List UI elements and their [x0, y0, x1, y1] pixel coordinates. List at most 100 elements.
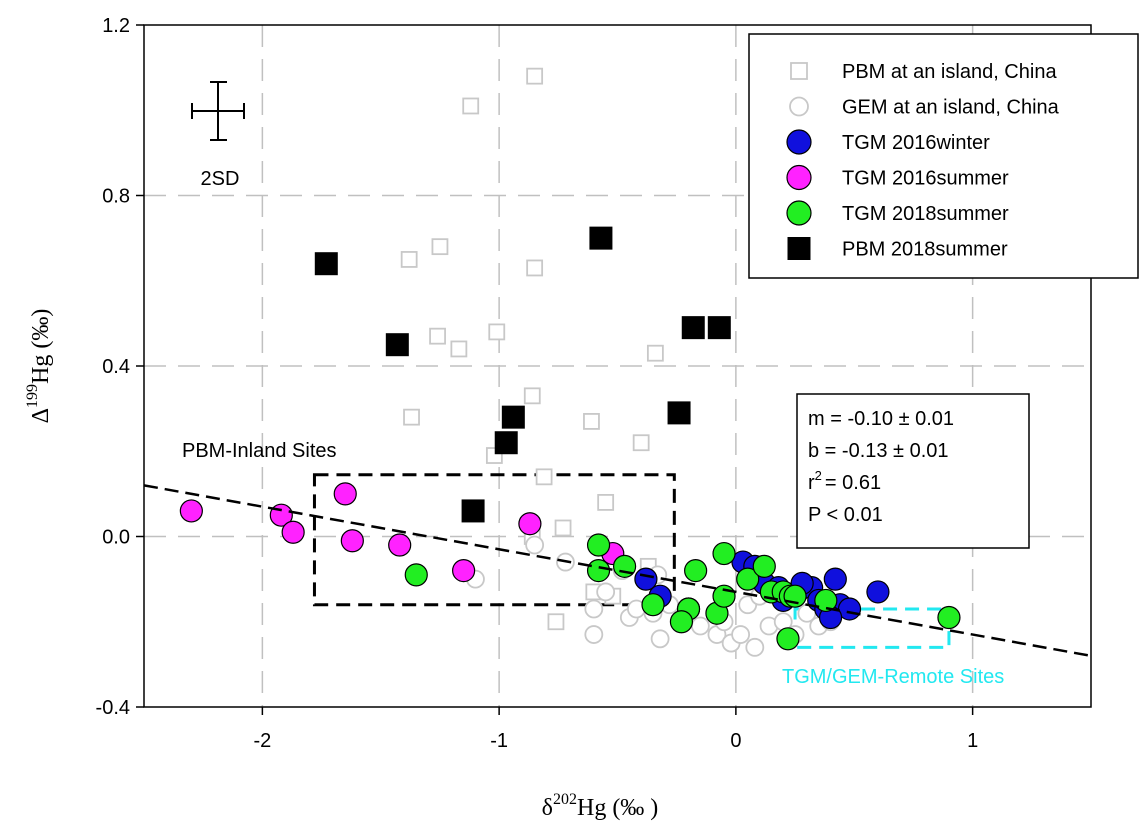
- region-box-pbm-inland: [312, 473, 676, 607]
- legend-item: PBM at an island, China: [790, 61, 1057, 83]
- legend-label: GEM at an island, China: [842, 97, 1060, 119]
- data-point: [431, 238, 449, 256]
- stats-intercept: b = -0.13 ± 0.01: [808, 440, 949, 462]
- legend-item: PBM 2018summer: [787, 237, 1008, 261]
- stats-r2-prefix: r: [808, 472, 815, 494]
- data-point: [707, 316, 731, 340]
- data-point: [814, 588, 838, 613]
- error-bar-icon: [191, 81, 245, 141]
- y-tick-label: 0.0: [102, 527, 130, 549]
- data-point: [333, 482, 357, 506]
- data-point: [776, 627, 800, 651]
- region-label-pbm-inland: PBM-Inland Sites: [182, 440, 337, 462]
- legend-label: TGM 2016summer: [842, 168, 1009, 190]
- data-point: [554, 519, 572, 537]
- data-point: [597, 493, 615, 511]
- stats-p: P < 0.01: [808, 504, 883, 526]
- legend-marker: [789, 96, 809, 117]
- legend-item: TGM 2018summer: [786, 200, 1009, 226]
- legend-marker: [786, 200, 812, 226]
- legend-marker: [787, 237, 811, 260]
- x-axis-title: δ202Hg (‰ ): [542, 791, 659, 821]
- data-point: [400, 251, 418, 268]
- legend-marker: [786, 129, 812, 155]
- axes: -2 -1 0 1 -0.4 0.0 0.4 0.8 1.2: [96, 15, 1092, 752]
- legend: PBM at an island, China GEM at an island,…: [748, 33, 1139, 279]
- legend-label: PBM 2018summer: [842, 239, 1008, 261]
- data-point: [525, 535, 545, 555]
- data-point: [523, 387, 541, 405]
- series-4: [404, 533, 961, 651]
- data-point: [547, 613, 565, 631]
- legend-item: TGM 2016winter: [786, 129, 990, 155]
- y-axis-title-sup: 199: [24, 384, 41, 408]
- data-point: [783, 584, 807, 608]
- y-tick-label: 0.8: [102, 186, 130, 208]
- data-point: [179, 499, 203, 523]
- series-3: [179, 482, 625, 583]
- y-tick-label: -0.4: [96, 697, 130, 719]
- stats-r2-sup: 2: [815, 468, 822, 483]
- data-point: [641, 593, 665, 617]
- data-point: [745, 637, 765, 657]
- data-point: [681, 316, 705, 340]
- data-point: [584, 599, 604, 619]
- regression-line: [143, 484, 1092, 658]
- data-point: [385, 333, 409, 357]
- stats-r2-value: = 0.61: [825, 472, 881, 494]
- data-point: [866, 580, 890, 604]
- data-point: [650, 629, 670, 649]
- data-point: [712, 584, 736, 608]
- data-point: [526, 67, 544, 85]
- data-point: [632, 434, 650, 452]
- legend-marker: [786, 164, 812, 191]
- data-point: [429, 327, 446, 345]
- region-label-remote: TGM/GEM-Remote Sites: [782, 666, 1004, 688]
- data-point: [596, 582, 616, 602]
- data-point: [690, 616, 710, 636]
- legend-label: TGM 2018summer: [842, 203, 1009, 225]
- stats-box: m = -0.10 ± 0.01 b = -0.13 ± 0.01 r2 = 0.…: [796, 393, 1030, 549]
- data-point: [937, 605, 961, 630]
- y-tick-label: 0.4: [102, 356, 130, 378]
- data-point: [281, 520, 305, 544]
- data-point: [669, 610, 694, 634]
- x-tick-label: 1: [967, 730, 978, 752]
- regression-line-group: [143, 484, 1092, 658]
- data-point: [501, 405, 525, 429]
- x-tick-label: 0: [730, 730, 741, 752]
- y-axis-title: Δ199Hg (‰): [24, 309, 54, 424]
- y-axis-title-suffix: Hg (‰): [28, 309, 54, 384]
- data-point: [684, 558, 708, 583]
- data-point: [462, 97, 480, 115]
- legend-label: PBM at an island, China: [842, 61, 1057, 83]
- data-point: [586, 558, 611, 583]
- series-5: [314, 226, 731, 523]
- legend-marker: [790, 62, 808, 80]
- data-point: [736, 567, 760, 591]
- legend-item: GEM at an island, China: [789, 96, 1060, 119]
- data-point: [526, 259, 544, 277]
- data-point: [494, 431, 518, 455]
- data-point: [646, 344, 664, 362]
- data-point: [752, 554, 776, 578]
- stats-slope: m = -0.10 ± 0.01: [808, 408, 954, 430]
- x-axis-title-sup: 202: [553, 791, 577, 808]
- data-point: [488, 323, 506, 341]
- data-point: [518, 512, 542, 536]
- data-point: [589, 226, 613, 250]
- data-point: [388, 533, 412, 557]
- data-point: [823, 567, 847, 591]
- data-point: [712, 541, 736, 566]
- data-point: [586, 533, 611, 557]
- data-point: [340, 529, 364, 553]
- data-point: [404, 563, 428, 587]
- data-point: [535, 468, 553, 486]
- data-points: [179, 67, 961, 657]
- x-tick-label: -1: [490, 730, 508, 752]
- legend-item: TGM 2016summer: [786, 164, 1009, 191]
- x-tick-label: -2: [253, 730, 271, 752]
- data-point: [450, 340, 468, 358]
- data-point: [731, 625, 751, 644]
